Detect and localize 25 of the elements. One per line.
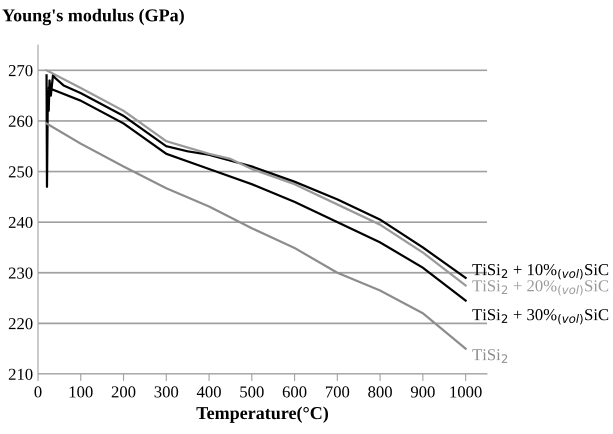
series-label: TiSi$_{2}$ + 20%$_{(vol)}$SiC [472, 280, 608, 296]
x-axis-title: Temperature(°C) [196, 406, 328, 423]
y-axis-title: Young's modulus (GPa) [2, 8, 184, 26]
series-label: TiSi$_{2}$ + 10%$_{(vol)}$SiC [472, 264, 608, 280]
x-tick-label: 100 [70, 386, 93, 398]
x-tick-label: 200 [112, 386, 136, 398]
x-tick-label: 500 [240, 386, 264, 398]
y-tick-label: 250 [8, 166, 33, 178]
x-tick-label: 800 [368, 386, 392, 398]
x-tick-label: 1000 [450, 386, 482, 398]
y-tick-label: 240 [8, 216, 33, 228]
x-tick-label: 600 [282, 386, 306, 398]
series-label: TiSi$_{2}$ + 30%$_{(vol)}$SiC [472, 309, 608, 324]
x-tick-label: 400 [196, 386, 221, 398]
y-tick-label: 230 [8, 267, 33, 279]
y-tick-label: 210 [8, 368, 33, 380]
x-tick-label: 300 [154, 386, 178, 398]
x-tick-label: 0 [34, 386, 42, 398]
series-label: TiSi$_{2}$ [472, 349, 508, 363]
y-tick-label: 220 [8, 318, 33, 330]
line-series [45, 122, 467, 350]
x-tick-label: 700 [326, 386, 350, 398]
y-tick-label: 260 [8, 116, 33, 127]
x-tick-label: 900 [410, 386, 435, 398]
y-tick-label: 270 [8, 65, 33, 76]
